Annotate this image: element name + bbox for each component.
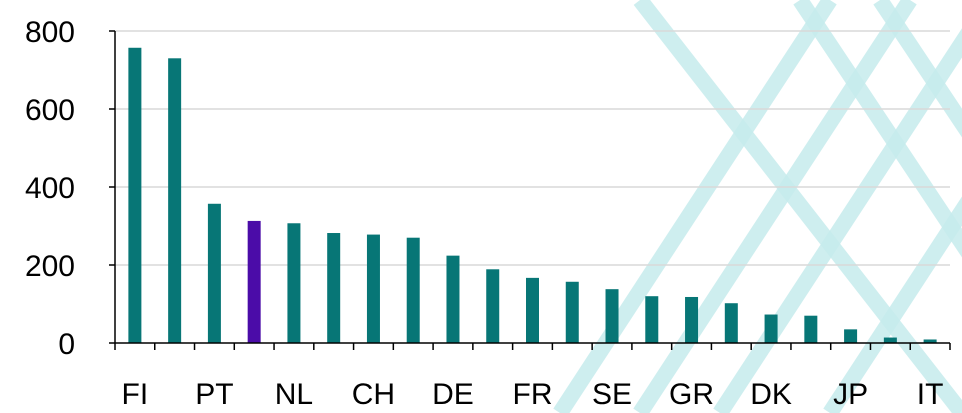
bar-2 bbox=[207, 203, 221, 343]
background-stripe bbox=[633, 0, 917, 413]
background-stripe bbox=[633, 0, 962, 413]
y-tick-label: 600 bbox=[25, 94, 75, 127]
bar-8 bbox=[446, 255, 460, 343]
bar-14 bbox=[685, 296, 699, 343]
x-tick-label: NL bbox=[275, 378, 313, 411]
bar-6 bbox=[366, 234, 380, 343]
background-stripe bbox=[873, 0, 962, 138]
y-tick-label: 0 bbox=[58, 328, 75, 361]
bar-17 bbox=[804, 315, 818, 343]
x-tick-labels: FI PT NL CH DE FR SE GR DK JP IT bbox=[122, 378, 944, 411]
background-stripe bbox=[823, 196, 962, 413]
background-diagonal-pattern bbox=[553, 0, 962, 413]
bar-18 bbox=[844, 329, 858, 343]
x-tick-label: JP bbox=[833, 378, 868, 411]
bar-4 bbox=[287, 223, 301, 343]
bar-15 bbox=[724, 303, 738, 343]
bar-1 bbox=[168, 58, 182, 344]
bar-0 bbox=[128, 47, 142, 344]
bar-11 bbox=[565, 281, 579, 343]
bars bbox=[128, 47, 937, 344]
x-tick-label: DE bbox=[432, 378, 474, 411]
bar-13 bbox=[645, 296, 659, 343]
background-stripe bbox=[713, 28, 962, 413]
bar-10 bbox=[526, 277, 539, 343]
y-tick-labels: 0 200 400 600 800 bbox=[25, 16, 75, 361]
background-stripe bbox=[553, 0, 837, 413]
x-tick-label: GR bbox=[669, 378, 714, 411]
background-stripe bbox=[793, 0, 962, 258]
bar-3 bbox=[247, 220, 261, 343]
x-tick-label: SE bbox=[592, 378, 632, 411]
bar-7 bbox=[406, 237, 420, 343]
x-tick-label: FI bbox=[122, 378, 149, 411]
bar-20 bbox=[923, 339, 937, 343]
x-tick-label: IT bbox=[917, 378, 944, 411]
x-tick-label: PT bbox=[195, 378, 233, 411]
bar-19 bbox=[883, 337, 897, 343]
x-tick-label: DK bbox=[750, 378, 792, 411]
x-tick-label: CH bbox=[352, 378, 395, 411]
x-tick-label: FR bbox=[513, 378, 553, 411]
y-tick-label: 400 bbox=[25, 172, 75, 205]
bar-5 bbox=[327, 233, 341, 343]
y-tick-label: 200 bbox=[25, 250, 75, 283]
y-tick-label: 800 bbox=[25, 16, 75, 49]
bar-9 bbox=[486, 269, 500, 343]
axes bbox=[109, 30, 951, 350]
bar-12 bbox=[605, 289, 619, 343]
bar-16 bbox=[764, 314, 778, 343]
